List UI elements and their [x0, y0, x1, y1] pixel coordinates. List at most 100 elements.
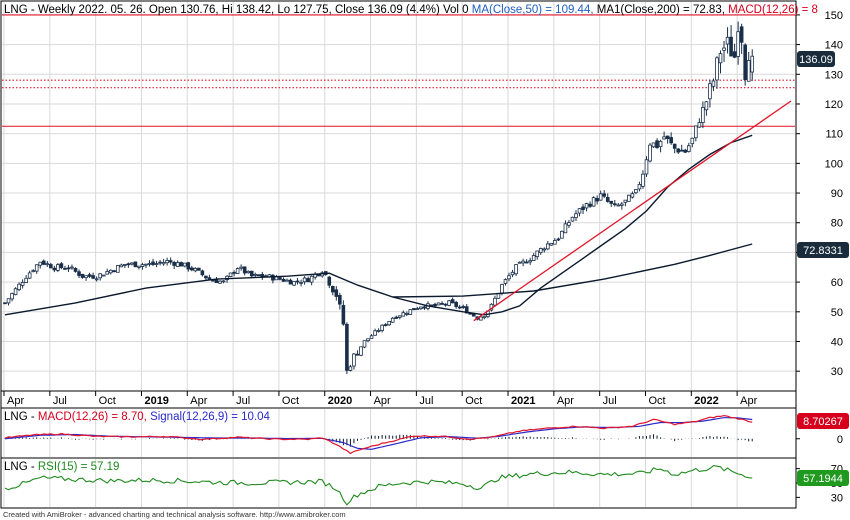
candle-body	[239, 266, 243, 269]
candle-body	[91, 275, 95, 279]
time-tick-label: Apr	[190, 395, 207, 407]
time-tick-label: 2022	[694, 395, 718, 407]
candle-body	[232, 271, 236, 274]
candle-body	[24, 277, 28, 283]
candle-body	[144, 263, 148, 266]
time-tick-label: 2019	[144, 395, 168, 407]
candle-body	[567, 222, 571, 226]
candle-body	[246, 270, 251, 274]
candle-body	[482, 316, 487, 319]
rsi-pane: 305070 LNG - RSI(15) = 57.19 57.1944	[0, 457, 849, 509]
macd-pane-border	[0, 407, 797, 459]
candle-body	[362, 340, 367, 348]
candle-body	[73, 268, 78, 272]
candle-body	[168, 260, 173, 263]
candle-body	[359, 346, 363, 356]
candle-body	[602, 193, 606, 197]
candle-body	[750, 55, 755, 73]
ma200-line	[392, 243, 753, 298]
rsi-pane-border	[0, 457, 797, 509]
candle-body	[521, 260, 525, 264]
candle-body	[655, 140, 659, 149]
candle-body	[352, 353, 356, 367]
candle-body	[535, 250, 540, 258]
candle-body	[119, 264, 124, 268]
candle-body	[623, 199, 628, 203]
time-tick-label: Apr	[7, 395, 24, 407]
candle-body	[620, 203, 624, 206]
candle-body	[598, 193, 603, 201]
candle-body	[704, 101, 709, 111]
candle-body	[722, 47, 726, 51]
candle-body	[588, 203, 592, 207]
candle-body	[45, 263, 50, 266]
candle-body	[140, 264, 145, 267]
macd-pane: 0 LNG - MACD(12,26) = 8.70, Signal(12,26…	[0, 407, 849, 459]
candle-body	[450, 299, 455, 304]
candle-body	[581, 206, 585, 210]
candle-body	[115, 265, 120, 273]
candle-body	[440, 303, 444, 305]
candle-body	[52, 267, 57, 271]
macd-badge: 8.70267	[797, 413, 849, 429]
candle-body	[66, 267, 71, 270]
trend-line	[473, 100, 792, 322]
candle-body	[295, 280, 300, 283]
candle-body	[718, 53, 723, 64]
candle-body	[108, 269, 113, 274]
candle-body	[412, 308, 416, 311]
candle-body	[577, 208, 582, 214]
rsi-line	[4, 465, 753, 506]
candle-body	[387, 320, 391, 326]
candle-body	[634, 189, 638, 194]
candle-body	[514, 264, 518, 275]
macd-line	[4, 414, 753, 455]
candle-body	[6, 298, 11, 304]
price-tick-label: 60	[831, 277, 843, 289]
rsi-badge-text: 57.1944	[803, 473, 843, 485]
candle-body	[658, 140, 663, 148]
time-tick-label: Jul	[236, 395, 250, 407]
candle-body	[172, 262, 176, 266]
candle-body	[271, 274, 275, 281]
rsi-badge: 57.1944	[797, 470, 849, 486]
macd-badge-text: 8.70267	[803, 416, 843, 428]
candle-body	[708, 83, 712, 100]
price-tick-label: 90	[831, 188, 843, 200]
price-tick-label: 130	[825, 69, 843, 81]
candle-body	[193, 267, 198, 272]
candle-body	[112, 270, 117, 273]
candle-body	[390, 317, 395, 323]
candle-body	[186, 262, 191, 270]
price-tick-label: 50	[831, 307, 843, 319]
candle-body	[126, 263, 131, 266]
candle-body	[302, 277, 307, 283]
candle-body	[556, 238, 561, 241]
candle-body	[299, 282, 303, 284]
candle-body	[334, 289, 339, 297]
time-tick-label: Apr	[740, 395, 757, 407]
candle-body	[309, 275, 314, 283]
price-tick-label: 110	[825, 129, 843, 141]
candle-body	[221, 280, 226, 283]
candle-body	[31, 270, 35, 273]
time-tick-label: Jul	[53, 395, 67, 407]
candle-body	[574, 213, 578, 219]
candle-body	[538, 247, 543, 253]
candle-body	[471, 313, 476, 317]
candle-body	[87, 274, 92, 277]
candle-body	[214, 279, 219, 284]
candle-body	[560, 230, 564, 239]
candle-body	[179, 262, 184, 267]
time-tick-label: Apr	[374, 395, 391, 407]
candle-body	[204, 275, 208, 279]
candle-body	[17, 283, 21, 291]
rsi-tick-label: 30	[831, 492, 843, 504]
candle-body	[510, 271, 515, 276]
candle-body	[133, 261, 138, 268]
candle-body	[161, 262, 166, 265]
candle-body	[355, 353, 360, 356]
candle-body	[278, 277, 282, 280]
candle-body	[105, 271, 110, 275]
candle-body	[415, 308, 420, 311]
